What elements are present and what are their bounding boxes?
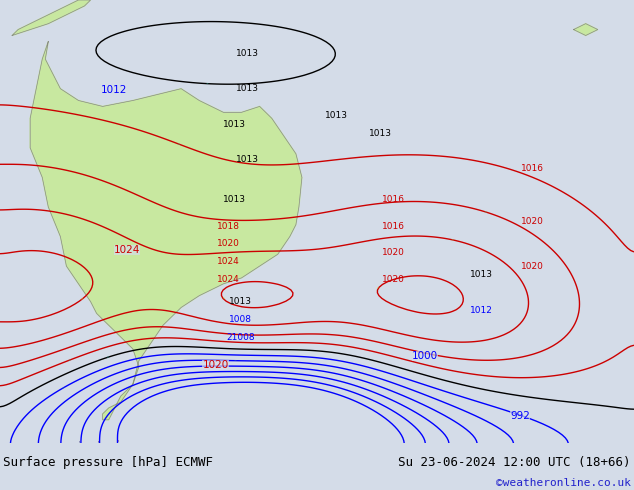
Text: 1013: 1013 <box>325 111 347 120</box>
Text: 1028: 1028 <box>81 297 84 300</box>
Text: 1024: 1024 <box>217 257 240 266</box>
Text: 1013: 1013 <box>236 84 259 93</box>
Text: 21008: 21008 <box>226 333 256 342</box>
Text: 1020: 1020 <box>521 262 544 270</box>
Text: 1008: 1008 <box>62 386 65 389</box>
Text: 1008: 1008 <box>230 315 252 324</box>
Text: 1016: 1016 <box>177 143 180 145</box>
Text: 1016: 1016 <box>521 164 544 173</box>
Text: 1020: 1020 <box>382 275 404 284</box>
Text: 1000: 1000 <box>170 368 174 369</box>
Text: 1020: 1020 <box>382 248 404 257</box>
Text: 1000: 1000 <box>411 351 438 361</box>
Text: 1013: 1013 <box>470 270 493 279</box>
Text: 1013: 1013 <box>369 128 392 138</box>
Text: 1018: 1018 <box>217 221 240 231</box>
Polygon shape <box>12 0 91 35</box>
Text: 1028: 1028 <box>378 286 380 289</box>
Text: Su 23-06-2024 12:00 UTC (18+66): Su 23-06-2024 12:00 UTC (18+66) <box>398 457 631 469</box>
Text: 1013: 1013 <box>223 120 246 129</box>
Polygon shape <box>574 24 598 35</box>
Text: 1013: 1013 <box>236 155 259 164</box>
Text: 1024: 1024 <box>113 245 140 255</box>
Text: ©weatheronline.co.uk: ©weatheronline.co.uk <box>496 478 631 488</box>
Text: 1020: 1020 <box>521 217 544 226</box>
Text: 1016: 1016 <box>382 221 404 231</box>
Text: 1012: 1012 <box>101 85 127 95</box>
Text: 1016: 1016 <box>382 195 404 204</box>
Text: 1012: 1012 <box>107 356 110 358</box>
Text: 1020: 1020 <box>217 240 240 248</box>
Text: 992: 992 <box>510 411 530 421</box>
Text: 992: 992 <box>99 440 100 442</box>
Text: 996: 996 <box>81 440 82 442</box>
Text: 1012: 1012 <box>470 306 493 315</box>
Text: 1020: 1020 <box>484 211 488 213</box>
Text: 1012: 1012 <box>206 83 209 84</box>
Text: 1020: 1020 <box>202 360 229 370</box>
Text: 1028: 1028 <box>221 297 224 300</box>
Text: 1013: 1013 <box>236 49 259 58</box>
Polygon shape <box>30 41 302 420</box>
Text: Surface pressure [hPa] ECMWF: Surface pressure [hPa] ECMWF <box>3 457 213 469</box>
Text: 1024: 1024 <box>217 275 240 284</box>
Text: 1024: 1024 <box>451 239 455 241</box>
Text: 1013: 1013 <box>223 195 246 204</box>
Text: 1004: 1004 <box>234 360 238 361</box>
Text: 988: 988 <box>117 440 118 442</box>
Text: 1013: 1013 <box>230 297 252 306</box>
Text: 1016: 1016 <box>68 359 72 361</box>
